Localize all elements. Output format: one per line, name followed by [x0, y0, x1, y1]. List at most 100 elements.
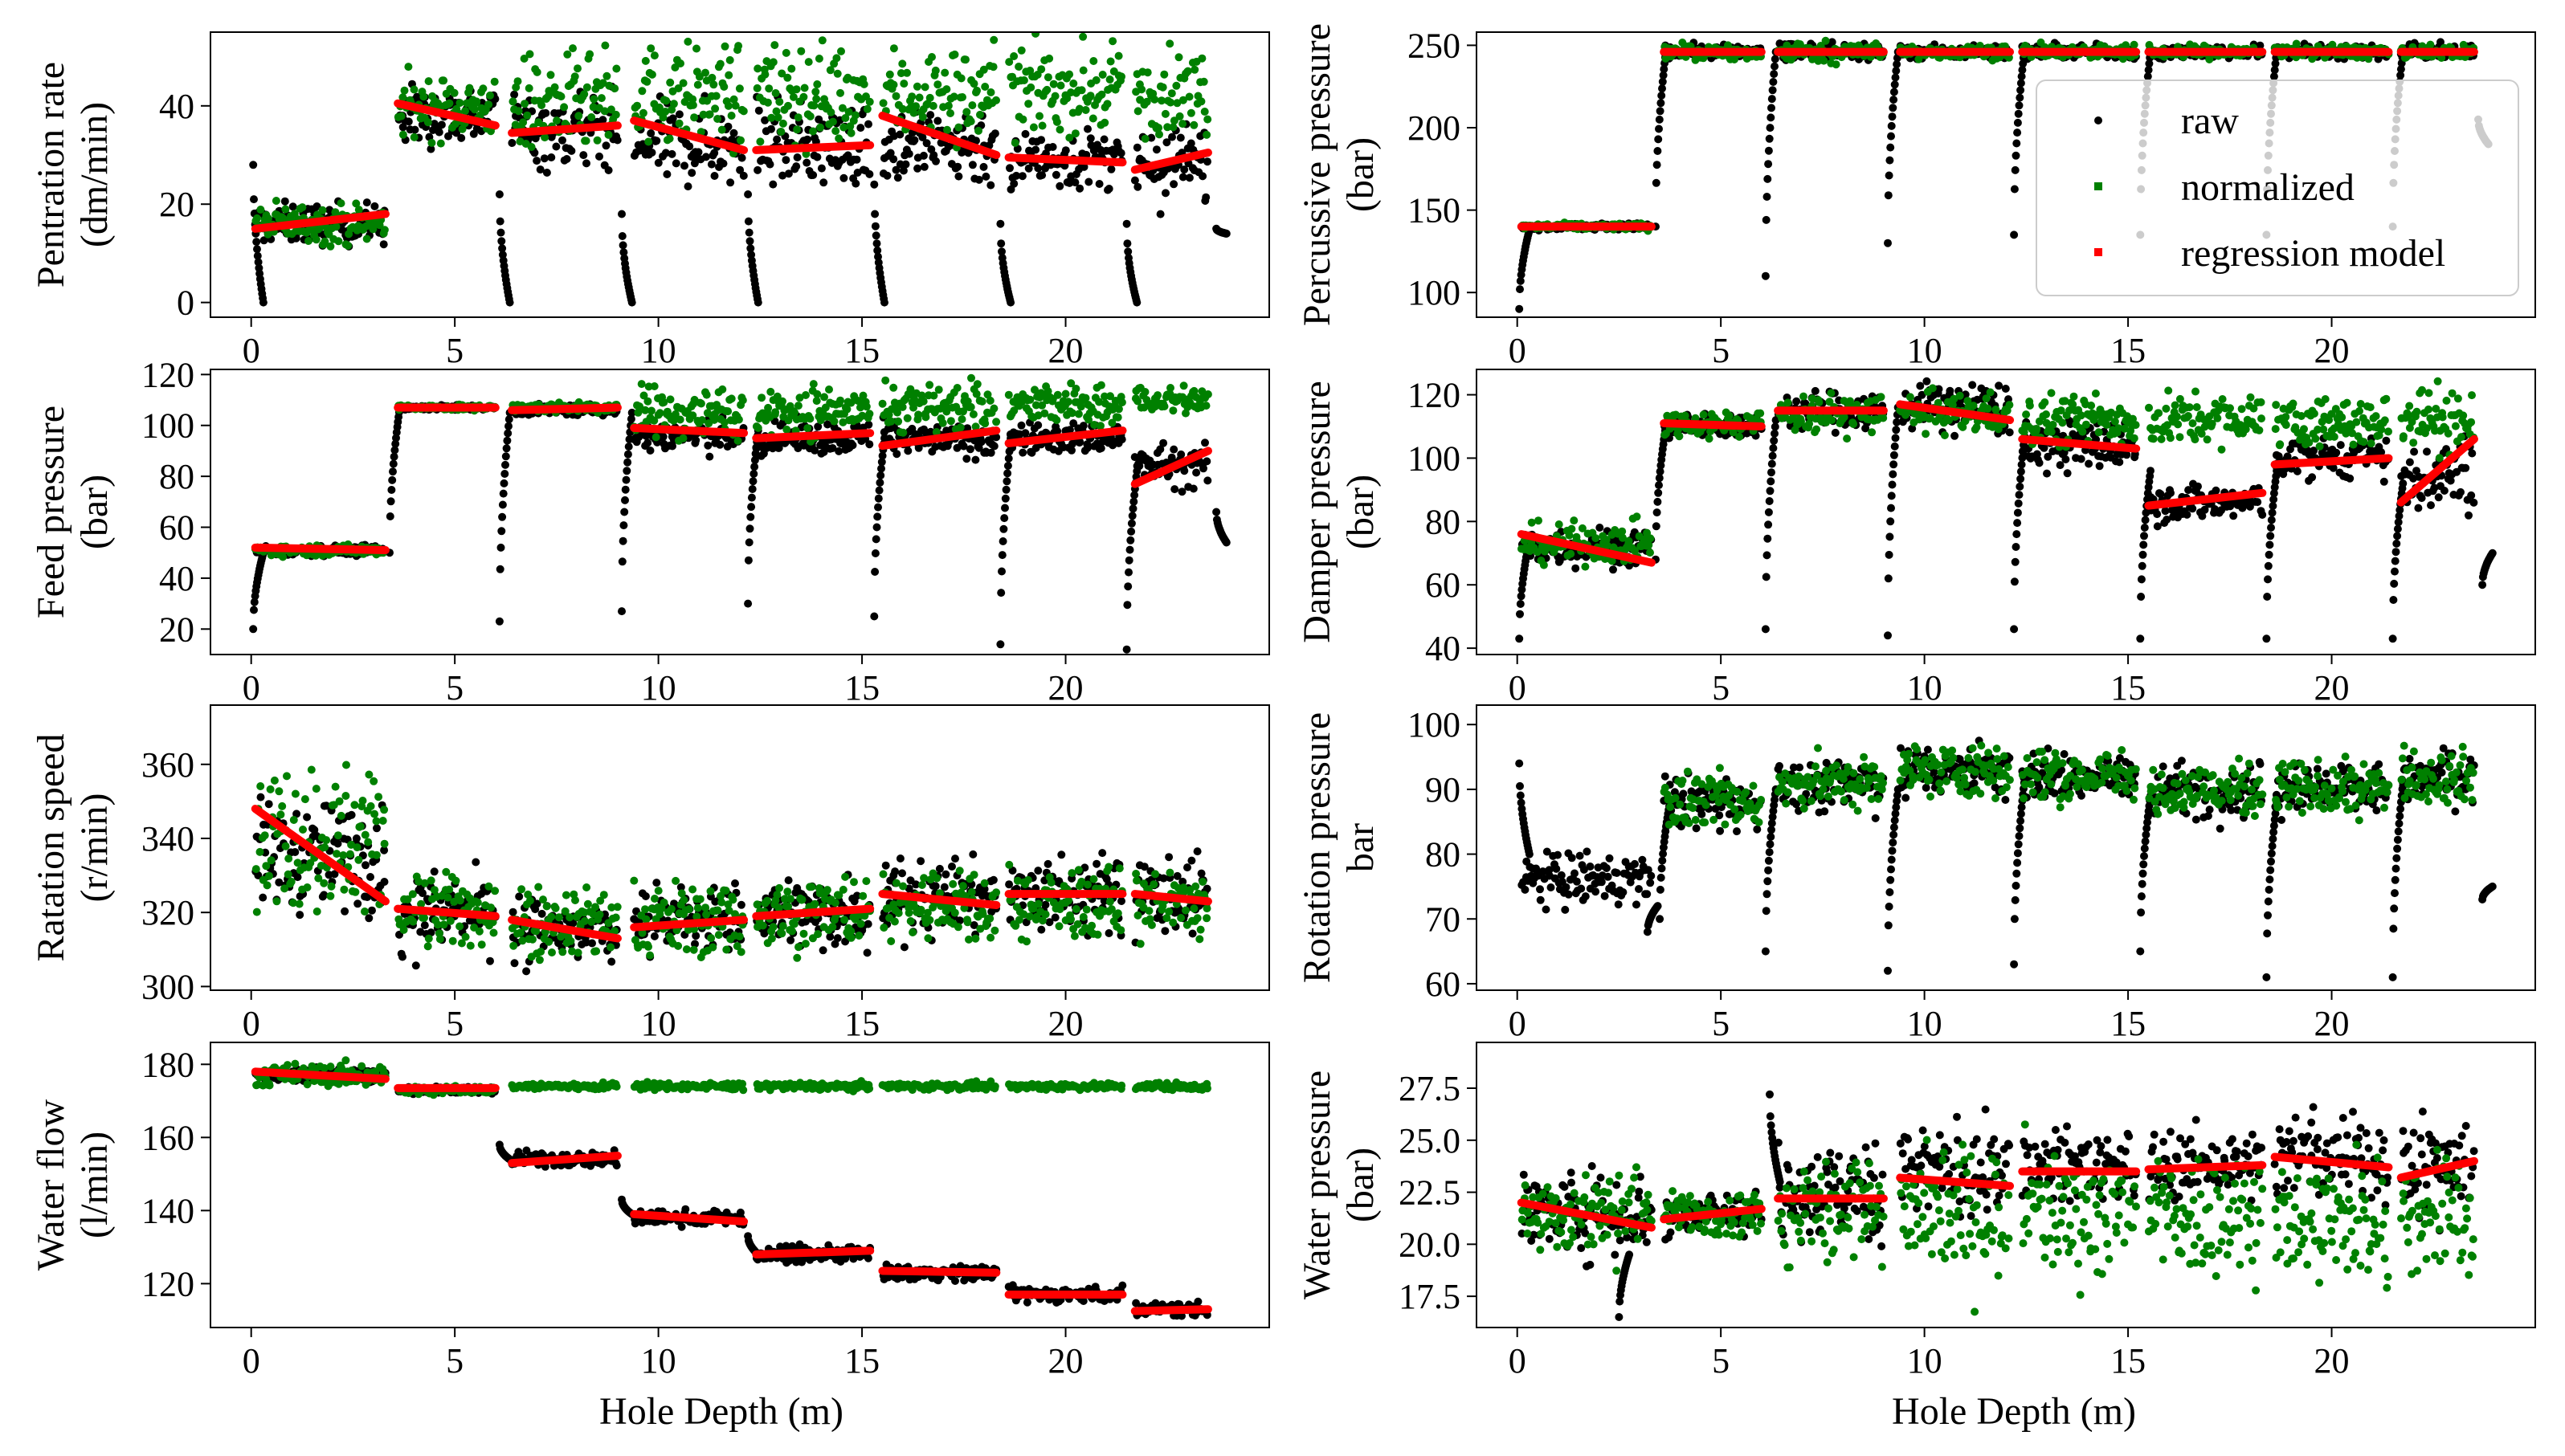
normalized-point [913, 82, 921, 91]
raw-transition-point [871, 222, 880, 230]
raw-point [1180, 467, 1189, 475]
raw-point [2063, 469, 2072, 478]
normalized-point [264, 214, 272, 223]
normalized-point [2426, 40, 2435, 49]
normalized-point [647, 406, 656, 415]
raw-transition-point [2016, 79, 2025, 88]
raw-transition-point [2015, 101, 2024, 110]
normalized-point [954, 123, 963, 132]
raw-transition-point [259, 298, 268, 307]
raw-transition-point [998, 567, 1006, 576]
normalized-point [758, 394, 766, 402]
normalized-point [784, 101, 792, 110]
normalized-point [865, 410, 874, 418]
normalized-point [1035, 112, 1044, 120]
raw-transition-point [253, 251, 262, 260]
raw-transition-point [618, 607, 626, 616]
normalized-point [734, 415, 743, 424]
y-tick-label: 100 [1407, 273, 1460, 312]
normalized-point [941, 68, 950, 77]
raw-point [379, 240, 388, 249]
raw-transition-point [1128, 512, 1137, 520]
raw-transition-point [498, 244, 507, 253]
normalized-point [436, 139, 445, 148]
normalized-point [778, 397, 786, 406]
normalized-point [898, 59, 907, 68]
regression-segment [394, 99, 500, 130]
raw-point [613, 136, 622, 145]
series-normalized-feed [251, 373, 1212, 561]
normalized-point [761, 70, 770, 79]
y-axis-label-line: Feed pressure [30, 406, 72, 618]
raw-transition-point [1889, 88, 1898, 96]
normalized-point [650, 51, 659, 60]
normalized-point [523, 111, 532, 120]
normalized-point [1034, 411, 1043, 420]
raw-point [404, 117, 413, 126]
raw-point [688, 169, 696, 177]
normalized-point [582, 137, 590, 145]
raw-transition-point [2011, 165, 2020, 174]
regression-segment [878, 112, 1001, 160]
raw-point [647, 149, 656, 157]
normalized-point [1133, 397, 1142, 406]
raw-transition-point [1766, 124, 1775, 133]
normalized-point [693, 80, 702, 89]
normalized-point [838, 104, 847, 112]
normalized-point [1178, 96, 1187, 104]
raw-point [567, 146, 576, 155]
raw-transition-point [1212, 508, 1221, 516]
normalized-point [802, 391, 810, 399]
raw-point [1083, 443, 1092, 452]
normalized-point [889, 80, 898, 89]
raw-point [901, 160, 910, 169]
normalized-point [946, 417, 955, 426]
raw-point [663, 170, 672, 178]
raw-point [2056, 461, 2065, 470]
normalized-point [701, 68, 709, 77]
raw-point [817, 164, 826, 173]
raw-point [856, 124, 865, 133]
normalized-point [1027, 83, 1035, 92]
normalized-point [1081, 394, 1090, 402]
raw-point [398, 123, 407, 132]
raw-transition-point [501, 452, 510, 461]
normalized-point [656, 409, 664, 418]
x-tick-label: 10 [1907, 331, 1942, 370]
normalized-point [1795, 40, 1804, 49]
normalized-point [423, 118, 432, 127]
normalized-point [692, 44, 700, 53]
regression-segment [1130, 148, 1212, 174]
normalized-point [826, 66, 835, 75]
y-axis-label-line: (bar) [1339, 137, 1382, 212]
normalized-point [978, 397, 986, 406]
normalized-point [1081, 106, 1090, 114]
normalized-point [946, 109, 954, 117]
normalized-point [369, 225, 378, 234]
y-axis-label-penetration: Pentration rate(dm/min) [30, 62, 116, 288]
normalized-point [1105, 75, 1114, 84]
raw-transition-point [2010, 185, 2019, 194]
normalized-point [1040, 409, 1049, 418]
raw-transition-point [996, 640, 1005, 649]
raw-transition-point [1003, 469, 1012, 478]
normalized-point [933, 80, 942, 89]
normalized-point [958, 93, 966, 101]
x-tick-label: 0 [1509, 331, 1526, 370]
normalized-point [729, 95, 738, 104]
normalized-point [976, 110, 984, 119]
normalized-point [903, 414, 912, 422]
raw-point [1031, 145, 1040, 154]
raw-point [2044, 452, 2052, 461]
normalized-point [962, 55, 970, 64]
normalized-point [455, 99, 464, 108]
normalized-point [906, 385, 915, 394]
normalized-point [831, 127, 840, 136]
normalized-point [679, 434, 688, 443]
normalized-point [716, 59, 725, 68]
normalized-point [472, 97, 481, 106]
normalized-point [1821, 36, 1830, 45]
raw-point [1918, 390, 1926, 399]
raw-point [598, 116, 607, 124]
raw-transition-point [1125, 545, 1134, 554]
